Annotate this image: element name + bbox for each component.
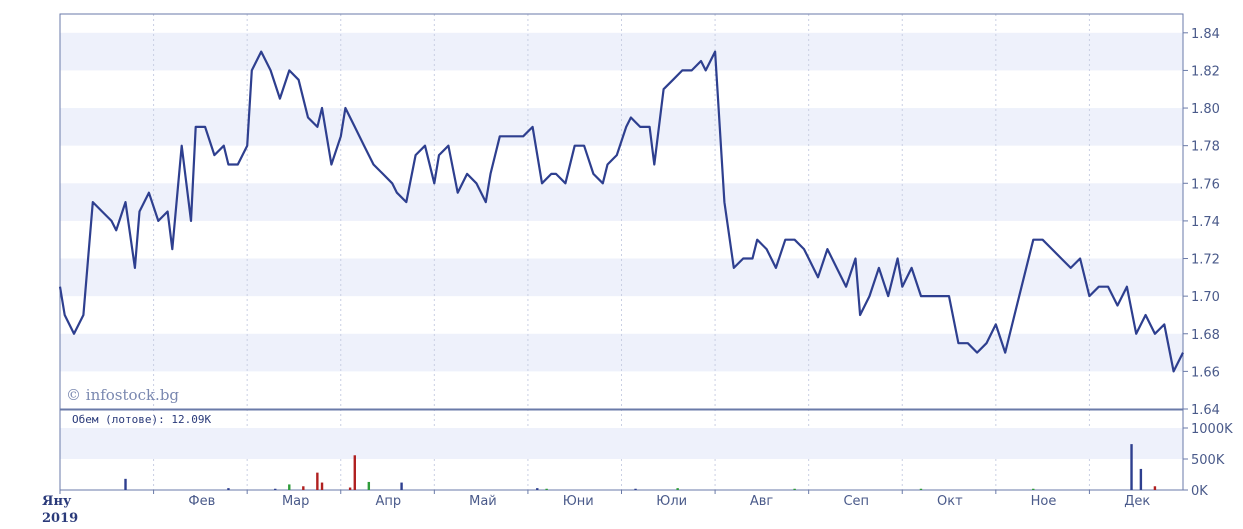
volume-bar: [367, 481, 371, 490]
price-panel: 1.64 1.66 1.68 1.70 1.72 1.74 1.76 1.78 1.80 1.82…: [58, 13, 1220, 490]
year-label: 2019: [42, 511, 78, 526]
volume-bar: [793, 488, 796, 490]
volume-tick-label: 500K: [1191, 453, 1225, 468]
volume-bar: [288, 484, 291, 490]
volume-bar: [676, 488, 679, 490]
y-tick-label: 1.84: [1191, 27, 1220, 42]
y-tick-label: 1.74: [1191, 215, 1220, 230]
price-frame: [59, 13, 1184, 410]
x-tick-label: Мар: [282, 494, 309, 509]
x-tick-label: Яну: [42, 494, 72, 509]
volume-bar: [124, 478, 127, 490]
volume-bar: [634, 488, 637, 490]
volume-bar: [536, 488, 539, 490]
y-tick-label: 1.78: [1191, 140, 1220, 155]
volume-bar: [227, 488, 230, 490]
y-tick-label: 1.64: [1191, 403, 1220, 418]
volume-band: [60, 428, 1183, 459]
price-series-line: [58, 50, 1184, 373]
y-tick-label: 1.82: [1191, 64, 1220, 79]
volume-tick-label: 0K: [1191, 484, 1208, 499]
x-tick-label: Юни: [563, 494, 594, 509]
x-tick-label: Фев: [188, 494, 215, 509]
x-tick-label: Дек: [1124, 494, 1150, 509]
y-tick-label: 1.66: [1191, 365, 1220, 380]
volume-bar: [545, 488, 548, 490]
volume-bar: [1153, 486, 1157, 490]
volume-bar: [400, 482, 403, 490]
volume-bar: [919, 488, 923, 490]
volume-bar: [302, 486, 305, 490]
y-tick-label: 1.80: [1191, 102, 1220, 117]
volume-bar: [1130, 444, 1133, 490]
volume-bar: [274, 488, 277, 490]
x-tick-label: Сеп: [843, 494, 869, 509]
volume-bar: [353, 455, 356, 490]
watermark: © infostock.bg: [66, 386, 179, 404]
volume-bar: [1139, 468, 1143, 490]
x-tick-label: Юли: [656, 494, 687, 509]
x-tick-label: Окт: [937, 494, 963, 509]
x-tick-label: Апр: [376, 494, 402, 509]
volume-bar: [348, 487, 352, 490]
volume-bar: [1032, 488, 1035, 490]
volume-panel: 0K 500K 1000K: [59, 409, 1233, 499]
volume-label: Обем (лотове): 12.09K: [72, 413, 211, 426]
y-tick-label: 1.76: [1191, 177, 1220, 192]
y-tick-label: 1.68: [1191, 328, 1220, 343]
volume-bar: [320, 482, 324, 490]
volume-tick-label: 1000K: [1191, 422, 1233, 437]
x-tick-label: Ное: [1031, 494, 1057, 509]
y-tick-label: 1.72: [1191, 253, 1220, 268]
volume-bar: [316, 472, 319, 490]
x-tick-label: Май: [469, 494, 497, 509]
x-axis: Яну Фев Мар Апр Май Юни Юли Авг Сеп Окт Ное Дек: [42, 490, 1150, 509]
x-tick-label: Авг: [750, 494, 774, 509]
y-tick-label: 1.70: [1191, 290, 1220, 305]
